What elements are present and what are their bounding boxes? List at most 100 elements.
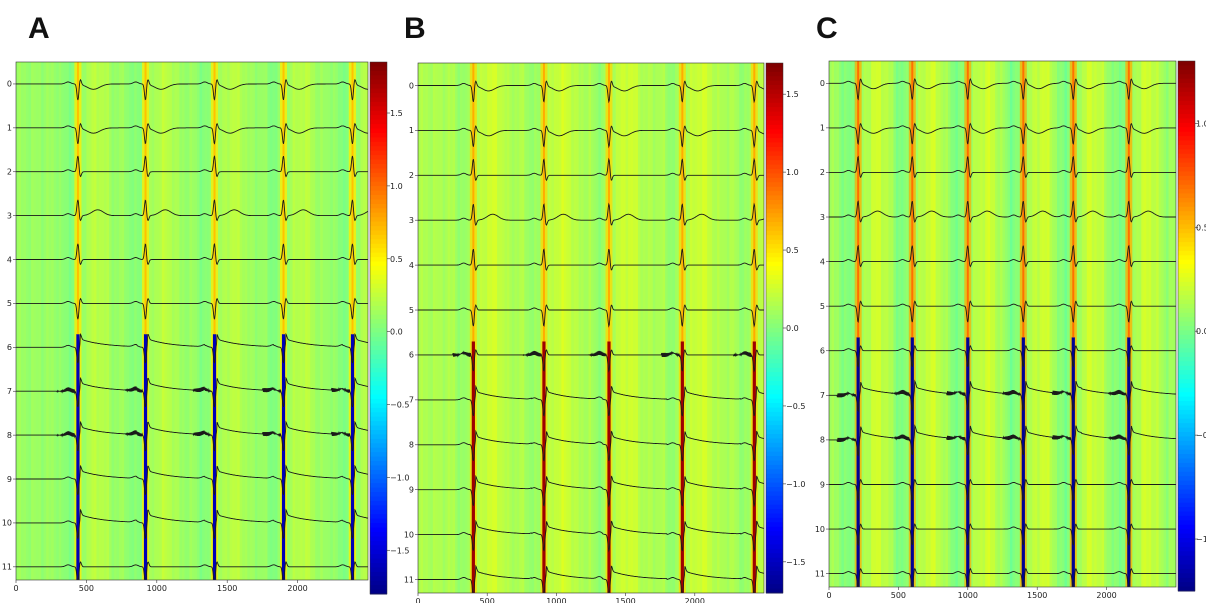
colorbar-segment [766, 244, 783, 249]
colorbar-segment [370, 305, 387, 311]
colorbar-segment [766, 420, 783, 426]
heatmap-column [568, 63, 572, 593]
heatmap-column [675, 63, 679, 593]
heatmap-column [340, 62, 344, 580]
colorbar-segment [370, 545, 387, 551]
ecg-traces [829, 78, 1176, 587]
colorbar-tick-label: −1.5 [786, 558, 805, 567]
heatmap-column [928, 61, 932, 587]
colorbar-segment [1178, 114, 1195, 119]
y-tick-label: 3 [7, 211, 12, 220]
colorbar-segment [370, 314, 387, 320]
heatmap-column [933, 61, 937, 587]
colorbar-frame [1177, 60, 1196, 592]
colorbar-segment [766, 120, 783, 126]
heatmap-column [427, 63, 431, 593]
heatmap-column [692, 63, 696, 593]
heatmap-column [1156, 61, 1160, 587]
heatmap-column [96, 62, 100, 580]
colorbar-segment [370, 155, 387, 161]
heatmap-column [1084, 61, 1088, 587]
colorbar-segment [766, 305, 783, 311]
colorbar-segment [1178, 418, 1195, 424]
heatmap-column [918, 61, 922, 587]
colorbar-segment [370, 398, 387, 404]
heatmap-column [297, 62, 301, 580]
heatmap-column [719, 63, 723, 593]
colorbar-segment [766, 473, 783, 479]
colorbar-segment [766, 482, 783, 488]
heatmap-column [660, 63, 664, 593]
colorbar-segment [1178, 87, 1195, 93]
heatmap-column [952, 61, 957, 587]
colorbar-segment [370, 93, 387, 98]
y-tick-label: 10 [2, 519, 12, 528]
heatmap-column [930, 61, 934, 587]
heatmap-column [985, 61, 989, 587]
ecg-trace-lead-1 [829, 122, 1176, 146]
heatmap-column [88, 62, 93, 580]
heatmap-column [524, 63, 528, 593]
colorbar-segment [766, 570, 783, 576]
y-tick-label: 9 [409, 485, 414, 494]
heatmap-column [1121, 61, 1125, 587]
colorbar-segment [370, 492, 387, 497]
heatmap-column [1042, 61, 1046, 587]
colorbar-segment [1178, 189, 1195, 194]
colorbar-segment [1178, 405, 1195, 411]
colorbar-segment [766, 478, 783, 484]
colorbar-segment [766, 146, 783, 152]
heatmap-column [938, 61, 942, 587]
colorbar-segment [1178, 582, 1195, 588]
colorbar-segment [1178, 502, 1195, 508]
heatmap-column [499, 63, 503, 593]
colorbar-segment [370, 549, 387, 555]
heatmap-column [335, 62, 339, 580]
heatmap-column [851, 61, 855, 587]
colorbar-segment [766, 129, 783, 135]
colorbar-segment [1178, 202, 1195, 208]
colorbar-tick-label: −1.0 [390, 473, 409, 482]
colorbar-segment [370, 195, 387, 200]
y-tick-label: 2 [7, 168, 12, 177]
colorbar-segment [1178, 489, 1195, 495]
colorbar-segment [1178, 573, 1195, 579]
colorbar-segment [1178, 365, 1195, 371]
colorbar-segment [370, 323, 387, 329]
heatmap-column [462, 63, 466, 593]
heatmap-column [484, 63, 488, 593]
beat-spike [542, 341, 546, 593]
heatmap-column [1151, 61, 1155, 587]
heatmap-column [46, 62, 50, 580]
colorbar-segment [370, 150, 387, 156]
heatmap-column [1131, 61, 1135, 587]
colorbar-segment [370, 243, 387, 249]
colorbar-segment [766, 491, 783, 497]
colorbar-tick-label: 0.5 [390, 255, 403, 264]
colorbar-segment [766, 208, 783, 214]
heatmap-column [662, 63, 666, 593]
heatmap-column [615, 63, 619, 593]
beat-marker [607, 63, 610, 342]
colorbar-segment [370, 279, 387, 285]
colorbar-segment [1178, 339, 1195, 345]
heatmap-column [731, 63, 735, 593]
colorbar-segment [1178, 215, 1195, 221]
colorbar-segment [1178, 586, 1195, 592]
beat-spike [1021, 337, 1025, 587]
colorbar-segment [766, 93, 783, 99]
heatmap-column [1114, 61, 1118, 587]
heatmap-column [457, 63, 461, 593]
ecg-trace-lead-7 [16, 376, 368, 408]
panel-c: C 0 1 2 3 4 5 6 7 8 9 10 11 0 500 1000 1500 2000 1.0 0.5 0.0… [815, 12, 1206, 600]
colorbar-segment [1178, 122, 1195, 128]
colorbar-segment [1178, 427, 1195, 433]
colorbar-segment [370, 350, 387, 356]
heatmap-column [995, 61, 999, 587]
y-tick-label: 4 [409, 261, 414, 270]
heatmap-column [189, 62, 193, 580]
colorbar-segment [766, 217, 783, 223]
heatmap-column [838, 61, 842, 587]
heatmap-column [239, 62, 243, 580]
heatmap-column [726, 63, 730, 593]
